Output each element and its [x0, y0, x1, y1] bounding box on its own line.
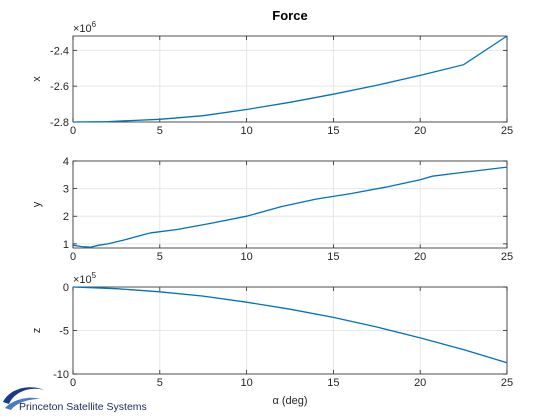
plot-area-x: [73, 36, 507, 122]
x-tick-label: 0: [70, 251, 76, 263]
x-tick-label: 5: [157, 251, 163, 263]
subplot-panels: 0 5 10 15 20 25 -2.8 -2.6 -2.4 x ×106 0 5 10 15 20 25 1 2 3…: [31, 20, 513, 389]
y-tick-label: 2: [63, 211, 69, 223]
x-tick-label: 0: [70, 125, 76, 137]
y-tick-label: 3: [63, 184, 69, 196]
x-tick-label: 20: [414, 125, 426, 137]
y-axis-label-z: z: [31, 328, 43, 334]
x-tick-label: 5: [157, 125, 163, 137]
series-line-z: [72, 286, 508, 364]
y-axis-label-x: x: [31, 76, 43, 82]
x-tick-label: 15: [327, 251, 339, 263]
x-tick-label: 0: [70, 377, 76, 389]
x-axis-label: α (deg): [272, 395, 307, 407]
subplot-x: 0 5 10 15 20 25 -2.8 -2.6 -2.4 x ×106: [31, 20, 513, 137]
x-tick-label: 20: [414, 251, 426, 263]
x-tick-label: 25: [501, 125, 513, 137]
y-tick-label: -10: [53, 369, 69, 381]
x-tick-label: 15: [327, 125, 339, 137]
y-tick-label: 4: [63, 156, 69, 168]
subplot-y: 0 5 10 15 20 25 1 2 3 4 y: [31, 156, 513, 263]
figure-title: Force: [272, 8, 307, 23]
x-tick-label: 10: [240, 125, 252, 137]
y-tick-label: 1: [63, 239, 69, 251]
x-tick-label: 25: [501, 251, 513, 263]
series-line-x: [72, 35, 508, 123]
y-tick-label: 0: [63, 282, 69, 294]
exponent-label-z: ×105: [73, 271, 97, 286]
x-tick-label: 20: [414, 377, 426, 389]
y-tick-label: -2.8: [50, 117, 69, 129]
y-tick-label: -2.6: [50, 81, 69, 93]
pss-swoosh-icon: [3, 387, 44, 410]
x-tick-label: 10: [240, 251, 252, 263]
x-tick-label: 10: [240, 377, 252, 389]
axes-frame-y: [72, 160, 508, 249]
axes-frame-z: [72, 286, 508, 375]
exponent-label-x: ×106: [73, 20, 97, 35]
y-tick-label: -2.4: [50, 45, 69, 57]
x-tick-label: 25: [501, 377, 513, 389]
y-tick-label: -5: [59, 326, 69, 338]
company-logo: Princeton Satellite Systems: [3, 387, 147, 413]
axes-frame-x: [72, 35, 508, 123]
x-tick-label: 15: [327, 377, 339, 389]
company-name: Princeton Satellite Systems: [19, 401, 147, 413]
series-line-y: [72, 166, 508, 248]
y-axis-label-y: y: [31, 201, 43, 207]
subplot-z: 0 5 10 15 20 25 -10 -5 0 z ×105: [31, 271, 513, 389]
x-tick-label: 5: [157, 377, 163, 389]
